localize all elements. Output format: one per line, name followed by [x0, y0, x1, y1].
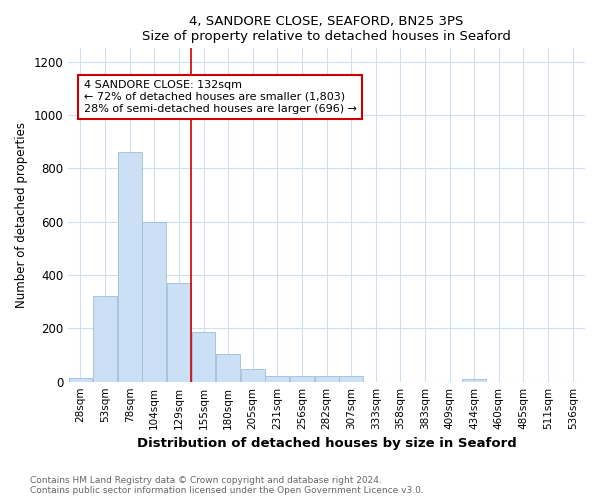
Bar — [142, 222, 166, 382]
Bar — [216, 354, 240, 382]
Y-axis label: Number of detached properties: Number of detached properties — [15, 122, 28, 308]
Bar — [167, 283, 191, 382]
X-axis label: Distribution of detached houses by size in Seaford: Distribution of detached houses by size … — [137, 437, 517, 450]
Bar — [68, 378, 92, 382]
Bar — [93, 296, 117, 382]
Bar — [463, 379, 486, 382]
Bar — [314, 376, 338, 382]
Text: 4 SANDORE CLOSE: 132sqm
← 72% of detached houses are smaller (1,803)
28% of semi: 4 SANDORE CLOSE: 132sqm ← 72% of detache… — [83, 80, 356, 114]
Bar — [191, 332, 215, 382]
Bar — [290, 376, 314, 382]
Title: 4, SANDORE CLOSE, SEAFORD, BN25 3PS
Size of property relative to detached houses: 4, SANDORE CLOSE, SEAFORD, BN25 3PS Size… — [142, 15, 511, 43]
Bar — [339, 376, 363, 382]
Bar — [265, 376, 289, 382]
Text: Contains HM Land Registry data © Crown copyright and database right 2024.
Contai: Contains HM Land Registry data © Crown c… — [30, 476, 424, 495]
Bar — [241, 369, 265, 382]
Bar — [118, 152, 142, 382]
